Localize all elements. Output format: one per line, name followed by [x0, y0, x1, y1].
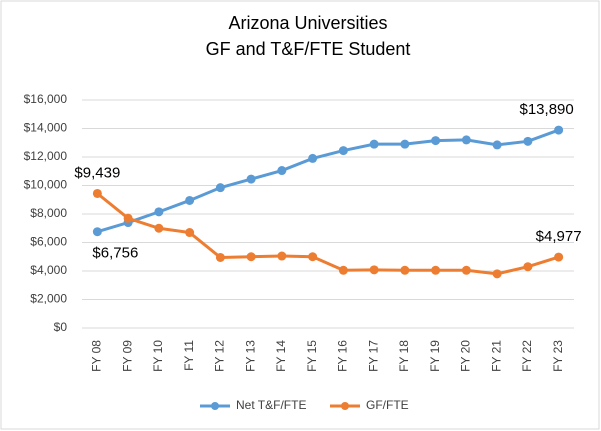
- data-point: [492, 269, 502, 279]
- data-point: [215, 183, 225, 193]
- x-tick-label: FY 12: [213, 340, 227, 372]
- y-tick-label: $14,000: [24, 121, 68, 135]
- x-tick-label: FY 22: [520, 340, 534, 372]
- series-line: [96, 192, 560, 276]
- data-point: [308, 252, 318, 262]
- data-label: $6,756: [92, 245, 138, 262]
- x-tick-label: FY 23: [551, 340, 565, 372]
- x-tick-label: FY 11: [182, 340, 196, 371]
- data-point: [246, 252, 256, 262]
- legend-label: Net T&F/FTE: [236, 398, 306, 412]
- legend-label: GF/FTE: [366, 398, 409, 412]
- y-tick-label: $0: [54, 320, 68, 334]
- data-point: [123, 213, 133, 223]
- data-point: [461, 135, 471, 145]
- data-point: [369, 139, 379, 149]
- data-point: [523, 262, 533, 272]
- chart-subtitle: GF and T&F/FTE Student: [206, 39, 411, 59]
- legend-marker: [211, 402, 219, 410]
- data-point: [492, 140, 502, 150]
- x-tick-label: FY 16: [336, 340, 350, 372]
- data-point: [215, 252, 225, 262]
- x-tick-label: FY 17: [366, 340, 380, 372]
- data-point: [277, 166, 287, 176]
- x-tick-label: FY 10: [151, 340, 165, 372]
- data-point: [308, 153, 318, 163]
- data-point: [92, 188, 102, 198]
- series-line: [96, 128, 560, 234]
- y-tick-label: $8,000: [30, 206, 67, 220]
- data-point: [461, 265, 471, 275]
- y-tick-label: $16,000: [24, 92, 68, 106]
- x-tick-label: FY 19: [428, 340, 442, 372]
- y-tick-label: $10,000: [24, 178, 68, 192]
- data-point: [154, 223, 164, 233]
- data-point: [185, 228, 195, 238]
- x-tick-label: FY 18: [397, 340, 411, 372]
- data-point: [554, 252, 564, 262]
- y-tick-label: $2,000: [30, 292, 67, 306]
- data-point: [369, 265, 379, 275]
- x-tick-label: FY 14: [274, 340, 288, 372]
- legend-marker: [341, 402, 349, 410]
- data-point: [400, 265, 410, 275]
- data-label: $9,439: [74, 164, 120, 181]
- x-tick-label: FY 20: [459, 340, 473, 372]
- y-tick-label: $12,000: [24, 149, 68, 163]
- x-tick-label: FY 15: [305, 340, 319, 372]
- x-tick-label: FY 21: [489, 340, 503, 372]
- x-tick-label: FY 09: [120, 340, 134, 372]
- data-point: [554, 125, 564, 135]
- data-point: [523, 136, 533, 146]
- data-point: [431, 265, 441, 275]
- data-point: [185, 195, 195, 205]
- data-point: [338, 265, 348, 275]
- data-point: [277, 251, 287, 261]
- data-point: [246, 174, 256, 184]
- data-point: [154, 207, 164, 217]
- y-tick-label: $4,000: [30, 263, 67, 277]
- data-point: [92, 227, 102, 237]
- data-point: [338, 146, 348, 156]
- data-point: [400, 139, 410, 149]
- data-label: $4,977: [536, 228, 582, 245]
- y-tick-label: $6,000: [30, 235, 67, 249]
- chart-title: Arizona Universities: [228, 13, 387, 33]
- x-tick-label: FY 13: [243, 340, 257, 372]
- x-tick-label: FY 08: [90, 340, 104, 372]
- data-point: [431, 136, 441, 146]
- data-label: $13,890: [520, 101, 574, 118]
